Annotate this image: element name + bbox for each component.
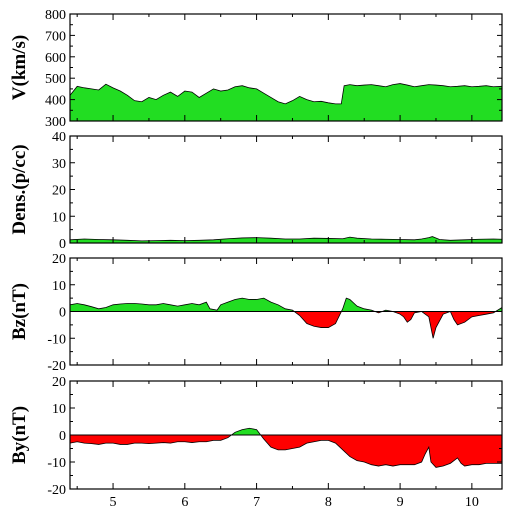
area-positive [70, 236, 502, 243]
y-tick-label: 30 [52, 157, 66, 172]
panel-2: -20 -10 0 10 20 Bz(nT) [9, 252, 503, 374]
x-tick-label: 6 [181, 495, 188, 510]
area-negative [70, 435, 502, 468]
area-positive [70, 83, 502, 121]
y-tick-label: 20 [52, 184, 66, 199]
y-tick-label: -20 [47, 359, 66, 374]
panel-3: -20 -10 0 10 20 By(nT) 5 6 7 8 9 10 [9, 375, 503, 510]
y-tick-label: 0 [59, 237, 66, 252]
area-negative [70, 311, 502, 339]
x-tick-label: 10 [465, 495, 479, 510]
y-tick-label: 20 [52, 375, 66, 390]
series-line [69, 236, 503, 242]
x-tick-label: 5 [110, 495, 117, 510]
y-axis-title: Dens.(p/cc) [9, 144, 30, 234]
x-tick-label: 9 [397, 495, 404, 510]
y-tick-label: 20 [52, 252, 66, 267]
x-tick-label: 8 [325, 495, 332, 510]
series-line [69, 427, 502, 468]
x-tick-label: 7 [253, 495, 260, 510]
y-tick-label: 500 [45, 72, 66, 87]
y-tick-label: 0 [59, 306, 66, 321]
y-tick-label: 10 [52, 402, 66, 417]
y-tick-label: 700 [45, 29, 66, 44]
plot-frame [69, 135, 503, 244]
y-tick-label: -10 [47, 332, 66, 347]
y-tick-label: 600 [45, 51, 66, 66]
series-line [69, 297, 503, 339]
panel-0: 300 400 500 600 700 800 V(km/s) [9, 8, 503, 130]
y-tick-label: 40 [52, 130, 66, 145]
panel-1: 0 10 20 30 40 Dens.(p/cc) [9, 130, 503, 252]
y-tick-label: 400 [45, 94, 66, 109]
y-axis-title: By(nT) [9, 406, 30, 464]
y-tick-label: -10 [47, 456, 66, 471]
y-tick-label: -20 [47, 483, 66, 498]
area-positive [70, 298, 502, 312]
y-axis-title: Bz(nT) [9, 283, 30, 340]
y-tick-label: 0 [59, 429, 66, 444]
y-tick-label: 10 [52, 279, 66, 294]
y-tick-label: 800 [45, 8, 66, 23]
y-tick-label: 10 [52, 210, 66, 225]
y-axis-title: V(km/s) [9, 35, 30, 100]
series-line [69, 83, 503, 105]
y-tick-label: 300 [45, 115, 66, 130]
